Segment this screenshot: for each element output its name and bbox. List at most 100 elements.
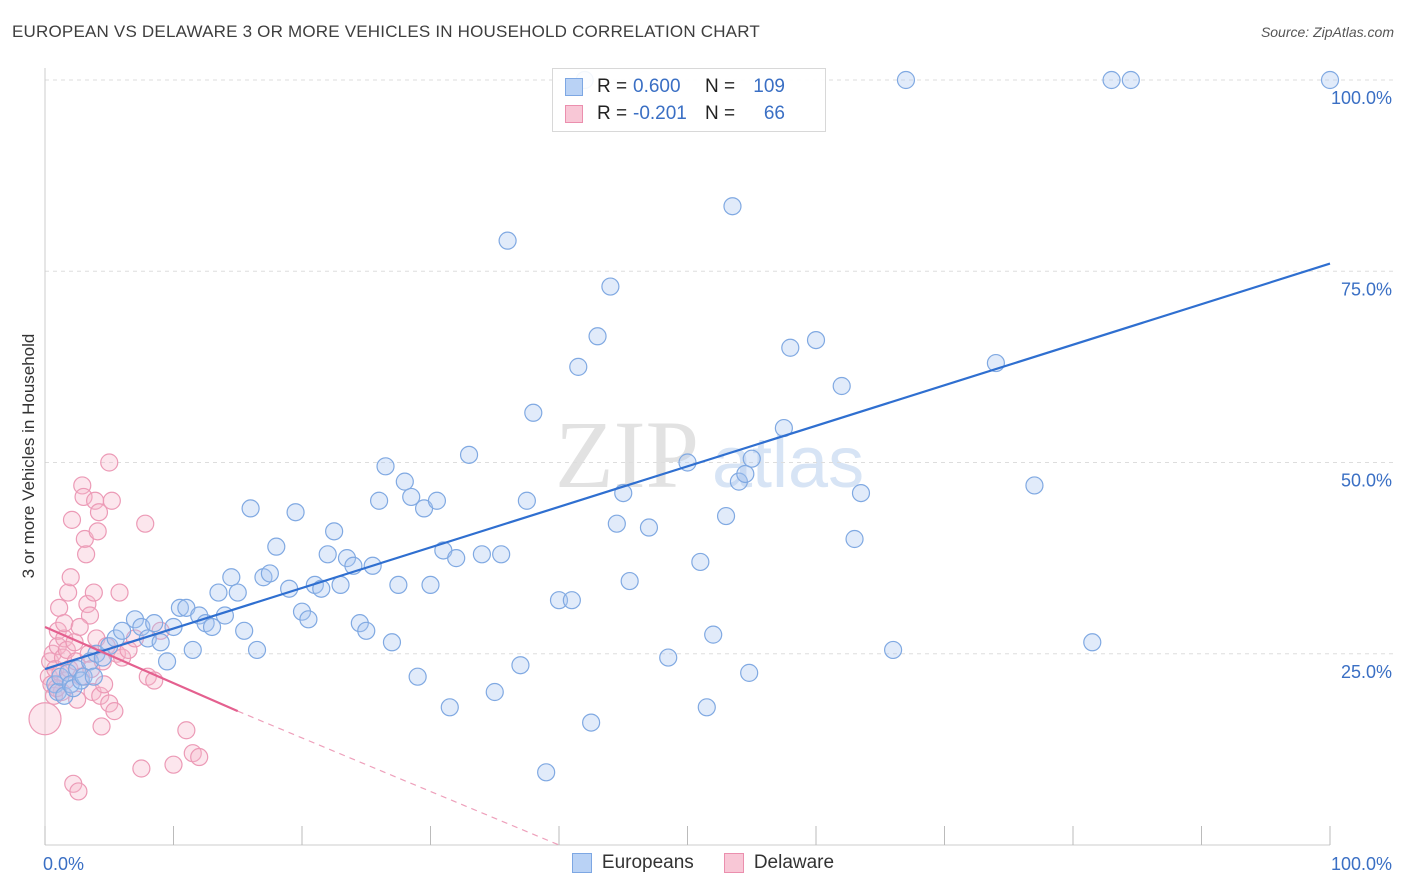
europeans-point-66: [447, 549, 466, 568]
europeans-point-65: [440, 698, 459, 717]
y-tick-label-3: 100.0%: [1331, 88, 1392, 108]
delaware-point-35: [84, 583, 103, 602]
y-tick-label-2: 75.0%: [1341, 279, 1392, 299]
delaware-point-41: [92, 717, 111, 736]
europeans-point-48: [331, 575, 350, 595]
europeans-point-102: [845, 529, 864, 549]
europeans-point-47: [325, 522, 344, 541]
n-value: 109: [753, 76, 785, 97]
delaware-point-32: [80, 606, 100, 625]
europeans-point-80: [582, 713, 601, 732]
y-axis-label: 3 or more Vehicles in Household: [19, 334, 38, 579]
europeans-point-22: [157, 652, 177, 671]
series-legend: Europeans Delaware: [0, 852, 1406, 874]
europeans-point-41: [286, 503, 305, 522]
r-label: R =: [597, 103, 628, 124]
europeans-point-11: [84, 667, 103, 686]
europeans-point-6: [64, 679, 83, 698]
europeans-point-89: [691, 552, 710, 572]
x-tick-label-end: 100.0%: [1331, 854, 1392, 874]
legend-swatch-europeans: [571, 853, 592, 873]
europeans-point-76: [549, 591, 569, 610]
europeans-point-60: [408, 667, 427, 686]
delaware-point-52: [119, 640, 138, 660]
legend-item-delaware[interactable]: Delaware: [723, 852, 834, 874]
europeans-point-57: [389, 575, 408, 595]
legend-swatch-europeans: [565, 78, 583, 96]
europeans-point-77: [562, 591, 581, 610]
delaware-point-50: [110, 583, 129, 602]
europeans-point-45: [312, 579, 331, 598]
europeans-trend-line: [44, 262, 1331, 671]
europeans-point-81: [588, 327, 607, 346]
delaware-point-18: [61, 568, 80, 587]
delaware-point-47: [102, 491, 121, 510]
watermark: ZIP atlas: [555, 401, 864, 508]
r-value: 0.600: [633, 76, 681, 97]
correlation-legend: R = 0.600 N = 109 R = -0.201 N = 66: [552, 68, 826, 132]
europeans-point-101: [832, 376, 851, 396]
y-tick-label-0: 25.0%: [1341, 662, 1392, 682]
delaware-point-39: [89, 503, 109, 522]
delaware-points: [28, 453, 209, 801]
europeans-point-75: [537, 763, 556, 782]
legend-item-europeans[interactable]: Europeans: [571, 852, 694, 874]
delaware-point-60: [177, 721, 196, 740]
europeans-point-35: [241, 499, 260, 518]
legend-label-europeans: Europeans: [601, 852, 694, 873]
y-tick-label-1: 50.0%: [1341, 471, 1392, 491]
europeans-point-54: [370, 491, 389, 510]
europeans-point-85: [620, 571, 639, 591]
europeans-point-68: [472, 545, 491, 564]
delaware-point-29: [77, 545, 96, 564]
europeans-point-16: [112, 621, 132, 640]
delaware-point-43: [95, 675, 114, 694]
delaware-point-55: [136, 514, 155, 533]
europeans-point-67: [459, 445, 479, 464]
europeans-point-20: [145, 614, 164, 633]
europeans-point-92: [716, 506, 736, 526]
europeans-point-30: [209, 583, 228, 602]
europeans-point-74: [524, 403, 543, 422]
delaware-point-59: [164, 755, 183, 774]
europeans-point-99: [781, 338, 800, 357]
europeans-point-71: [498, 231, 517, 250]
europeans-point-69: [485, 682, 504, 702]
watermark-zip: ZIP: [555, 401, 699, 508]
europeans-point-111: [1320, 70, 1340, 90]
europeans-point-73: [517, 491, 536, 510]
delaware-trend-extension: [237, 710, 560, 846]
delaware-point-19: [62, 510, 82, 529]
europeans-point-58: [395, 472, 414, 491]
delaware-point-30: [78, 594, 97, 614]
delaware-point-38: [88, 522, 107, 541]
europeans-point-96: [740, 663, 759, 682]
europeans-point-26: [183, 640, 202, 660]
europeans-point-109: [1102, 70, 1121, 90]
europeans-point-43: [299, 610, 318, 629]
delaware-point-45: [100, 453, 119, 472]
n-label: N =: [705, 103, 736, 124]
delaware-point-63: [55, 614, 74, 633]
delaware-point-16: [59, 583, 78, 602]
europeans-point-90: [697, 698, 716, 717]
delaware-point-48: [105, 702, 124, 721]
source-label: Source: ZipAtlas.com: [1260, 24, 1394, 40]
n-value: 66: [763, 103, 785, 124]
chart-title: EUROPEAN VS DELAWARE 3 OR MORE VEHICLES …: [12, 22, 760, 41]
europeans-point-103: [851, 484, 871, 503]
europeans-point-108: [1083, 633, 1102, 652]
tick-labels: 25.0% 50.0% 75.0% 100.0% 0.0% 100.0%: [43, 88, 1392, 874]
delaware-point-62: [190, 747, 209, 767]
delaware-point-26: [73, 476, 92, 495]
europeans-points: [46, 70, 1340, 782]
europeans-point-39: [267, 537, 286, 556]
europeans-point-70: [492, 545, 511, 564]
europeans-point-29: [202, 617, 222, 637]
europeans-point-78: [569, 357, 588, 376]
legend-swatch-delaware: [565, 105, 583, 123]
europeans-point-95: [736, 464, 755, 484]
europeans-point-55: [376, 457, 395, 476]
delaware-trend-line: [44, 625, 239, 713]
